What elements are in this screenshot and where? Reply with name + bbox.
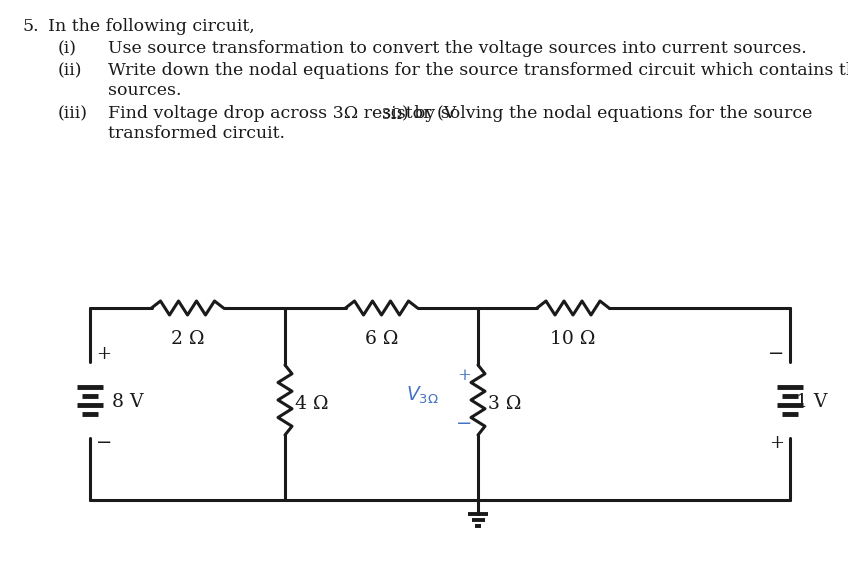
Text: Use source transformation to convert the voltage sources into current sources.: Use source transformation to convert the… — [108, 40, 806, 57]
Text: (iii): (iii) — [58, 105, 88, 122]
Text: +: + — [457, 367, 471, 384]
Text: 6 Ω: 6 Ω — [365, 330, 399, 348]
Text: Write down the nodal equations for the source transformed circuit which contains: Write down the nodal equations for the s… — [108, 62, 848, 79]
Text: ) by solving the nodal equations for the source: ) by solving the nodal equations for the… — [402, 105, 812, 122]
Text: 10 Ω: 10 Ω — [550, 330, 595, 348]
Text: −: − — [456, 415, 472, 433]
Text: 1 V: 1 V — [796, 393, 828, 411]
Text: transformed circuit.: transformed circuit. — [108, 125, 285, 142]
Text: +: + — [769, 434, 784, 452]
Text: Find voltage drop across 3Ω resistor (V: Find voltage drop across 3Ω resistor (V — [108, 105, 456, 122]
Text: 8 V: 8 V — [112, 393, 143, 411]
Text: (i): (i) — [58, 40, 77, 57]
Text: +: + — [96, 345, 111, 363]
Text: sources.: sources. — [108, 82, 181, 99]
Text: In the following circuit,: In the following circuit, — [48, 18, 254, 35]
Text: −: − — [767, 345, 784, 363]
Text: (ii): (ii) — [58, 62, 82, 79]
Text: 3Ω: 3Ω — [382, 108, 402, 122]
Text: 2 Ω: 2 Ω — [170, 330, 204, 348]
Text: 4 Ω: 4 Ω — [295, 395, 328, 413]
Text: $V_{3\Omega}$: $V_{3\Omega}$ — [406, 384, 438, 406]
Text: 5.: 5. — [22, 18, 39, 35]
Text: 3 Ω: 3 Ω — [488, 395, 522, 413]
Text: −: − — [96, 434, 113, 452]
